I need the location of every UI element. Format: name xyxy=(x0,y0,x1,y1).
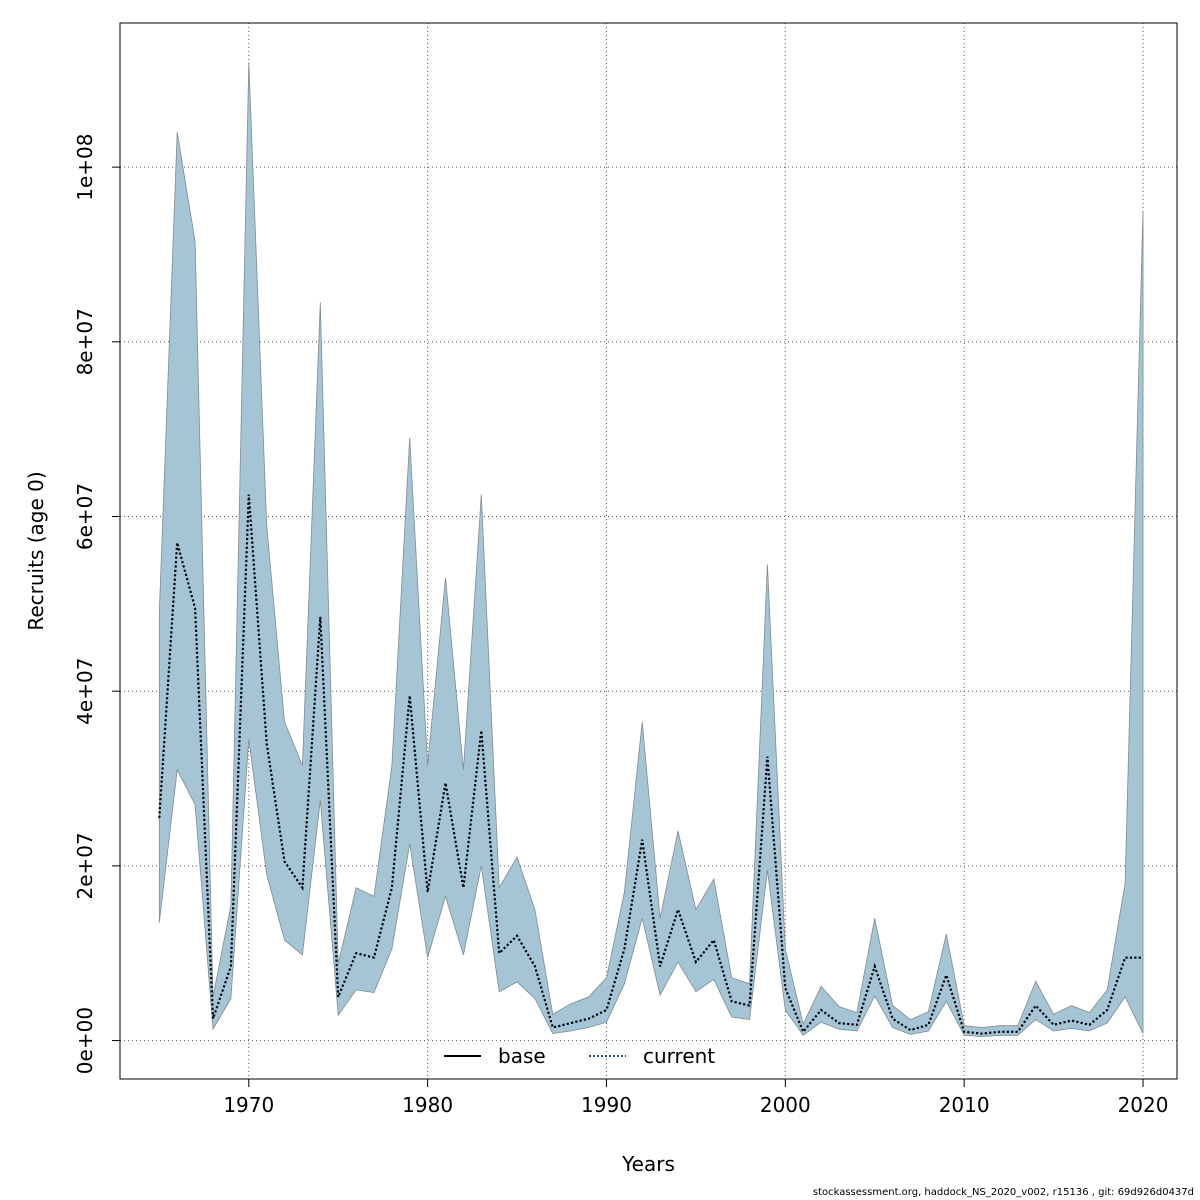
x-tick-label: 1980 xyxy=(402,1093,453,1117)
x-tick-label: 2010 xyxy=(939,1093,990,1117)
plot-frame xyxy=(119,22,1178,1080)
x-axis-label: Years xyxy=(621,1152,675,1176)
y-axis: 0e+00 2e+07 4e+07 6e+07 8e+07 1e+08 xyxy=(73,133,120,1074)
confidence-band-area xyxy=(158,62,1144,1038)
legend-label-current: current xyxy=(643,1044,715,1068)
x-tick-label: 1990 xyxy=(581,1093,632,1117)
series-lines xyxy=(158,494,1143,1035)
x-tick-label: 1970 xyxy=(223,1093,274,1117)
footer-credit: stockassessment.org, haddock_NS_2020_v00… xyxy=(812,1187,1194,1198)
legend: base current xyxy=(444,1044,715,1068)
x-axis: 1970 1980 1990 2000 2010 2020 xyxy=(223,1079,1168,1117)
x-tick-label: 2020 xyxy=(1118,1093,1169,1117)
y-axis-label: Recruits (age 0) xyxy=(24,471,48,630)
series-line-base xyxy=(158,494,1143,1035)
y-tick-label: 4e+07 xyxy=(73,658,97,725)
confidence-band xyxy=(158,62,1144,1038)
y-tick-label: 6e+07 xyxy=(73,483,97,550)
y-tick-label: 0e+00 xyxy=(73,1007,97,1074)
legend-label-base: base xyxy=(498,1044,546,1068)
x-tick-label: 2000 xyxy=(760,1093,811,1117)
y-tick-label: 1e+08 xyxy=(73,133,97,200)
y-tick-label: 2e+07 xyxy=(73,832,97,899)
y-tick-label: 8e+07 xyxy=(73,308,97,375)
